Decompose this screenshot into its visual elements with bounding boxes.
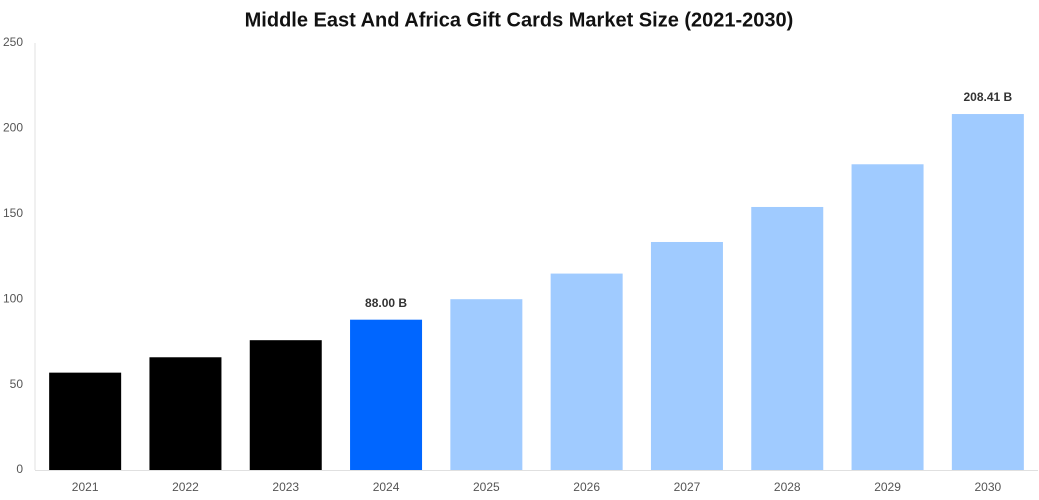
bar (851, 164, 924, 470)
bar (650, 241, 723, 470)
x-tick-label: 2021 (72, 480, 99, 494)
chart-title: Middle East And Africa Gift Cards Market… (245, 9, 794, 31)
value-label: 208.41 B (963, 90, 1012, 104)
y-tick-label: 50 (10, 377, 24, 391)
x-tick-label: 2024 (373, 480, 400, 494)
x-tick-label: 2026 (573, 480, 600, 494)
y-tick-label: 150 (3, 206, 23, 220)
x-tick-label: 2028 (774, 480, 801, 494)
x-tick-label: 2025 (473, 480, 500, 494)
bar (550, 273, 623, 470)
x-tick-label: 2022 (172, 480, 199, 494)
bar (350, 319, 423, 470)
bar (450, 299, 523, 470)
y-tick-label: 250 (3, 35, 23, 49)
bar (49, 372, 122, 470)
bar (149, 357, 222, 470)
bar (751, 206, 824, 470)
y-tick-label: 100 (3, 291, 23, 305)
value-label: 88.00 B (365, 296, 407, 310)
x-tick-label: 2029 (874, 480, 901, 494)
bar (951, 114, 1024, 471)
x-tick-label: 2027 (674, 480, 701, 494)
y-tick-label: 200 (3, 121, 23, 135)
y-tick-label: 0 (16, 462, 23, 476)
x-tick-label: 2030 (974, 480, 1001, 494)
bar (249, 340, 322, 470)
x-tick-label: 2023 (272, 480, 299, 494)
